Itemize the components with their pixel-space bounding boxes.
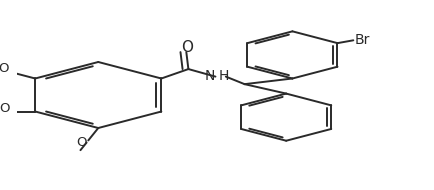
Text: O: O [76,136,87,149]
Text: O: O [0,102,10,115]
Text: Br: Br [355,33,370,47]
Text: O: O [0,62,9,75]
Text: N: N [205,69,215,83]
Text: H: H [219,69,229,83]
Text: O: O [181,40,193,55]
